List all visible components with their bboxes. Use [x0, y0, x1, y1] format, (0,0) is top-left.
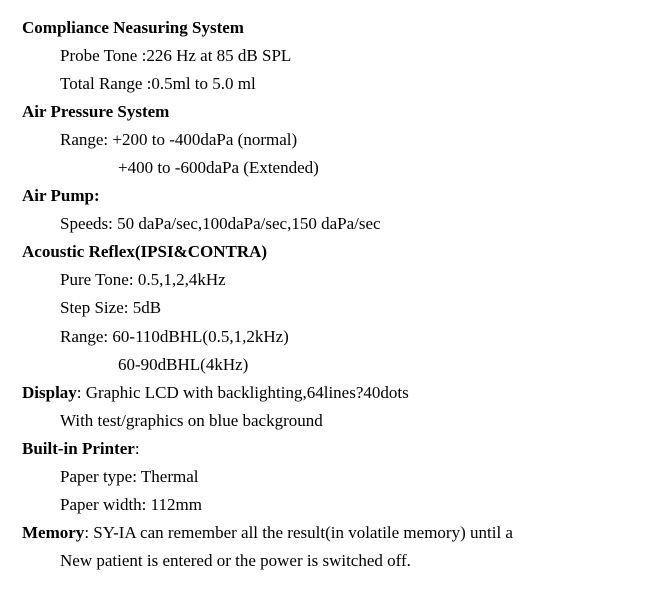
compliance-heading: Compliance Neasuring System — [22, 14, 640, 42]
air-pump-heading: Air Pump: — [22, 182, 640, 210]
printer-heading: Built-in Printer — [22, 439, 135, 458]
acoustic-reflex-range2: 60-90dBHL(4kHz) — [22, 351, 640, 379]
acoustic-reflex-pure-tone: Pure Tone: 0.5,1,2,4kHz — [22, 266, 640, 294]
display-text: : Graphic LCD with backlighting,64lines?… — [77, 383, 409, 402]
air-pump-speeds: Speeds: 50 daPa/sec,100daPa/sec,150 daPa… — [22, 210, 640, 238]
display-line: Display: Graphic LCD with backlighting,6… — [22, 379, 640, 407]
printer-paper-width: Paper width: 112mm — [22, 491, 640, 519]
acoustic-reflex-heading: Acoustic Reflex(IPSI&CONTRA) — [22, 238, 640, 266]
memory-text: : SY-IA can remember all the result(in v… — [84, 523, 513, 542]
compliance-total-range: Total Range :0.5ml to 5.0 ml — [22, 70, 640, 98]
printer-colon: : — [135, 439, 140, 458]
memory-line: Memory: SY-IA can remember all the resul… — [22, 519, 640, 547]
printer-paper-type: Paper type: Thermal — [22, 463, 640, 491]
display-sub: With test/graphics on blue background — [22, 407, 640, 435]
air-pressure-heading: Air Pressure System — [22, 98, 640, 126]
compliance-probe-tone: Probe Tone :226 Hz at 85 dB SPL — [22, 42, 640, 70]
printer-line: Built-in Printer: — [22, 435, 640, 463]
memory-heading: Memory — [22, 523, 84, 542]
acoustic-reflex-range1: Range: 60-110dBHL(0.5,1,2kHz) — [22, 323, 640, 351]
air-pressure-range-normal: Range: +200 to -400daPa (normal) — [22, 126, 640, 154]
air-pressure-range-extended: +400 to -600daPa (Extended) — [22, 154, 640, 182]
acoustic-reflex-step-size: Step Size: 5dB — [22, 294, 640, 322]
display-heading: Display — [22, 383, 77, 402]
memory-sub: New patient is entered or the power is s… — [22, 547, 640, 575]
